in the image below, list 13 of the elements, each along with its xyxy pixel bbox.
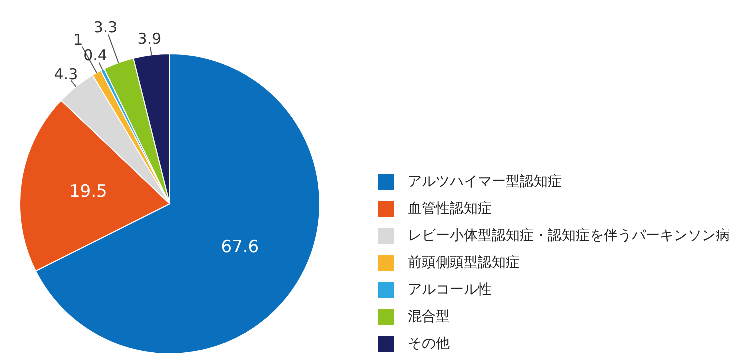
data-label: 19.5 <box>69 182 108 202</box>
data-label: 67.6 <box>221 237 260 258</box>
data-label: 3.9 <box>138 30 162 48</box>
data-label: 1 <box>74 30 84 49</box>
legend-label: アルツハイマー型認知症 <box>408 172 562 190</box>
data-label: 4.3 <box>54 65 78 84</box>
legend-label: 前頭側頭型認知症 <box>408 254 520 272</box>
legend-label: 血管性認知症 <box>408 200 492 218</box>
legend-label: 混合型 <box>408 308 450 326</box>
data-label: 3.3 <box>94 18 118 36</box>
legend-label: アルコール性 <box>408 280 492 298</box>
legend-label: その他 <box>408 334 450 352</box>
legend-label: レビー小体型認知症・認知症を伴うパーキンソン病 <box>408 226 730 244</box>
